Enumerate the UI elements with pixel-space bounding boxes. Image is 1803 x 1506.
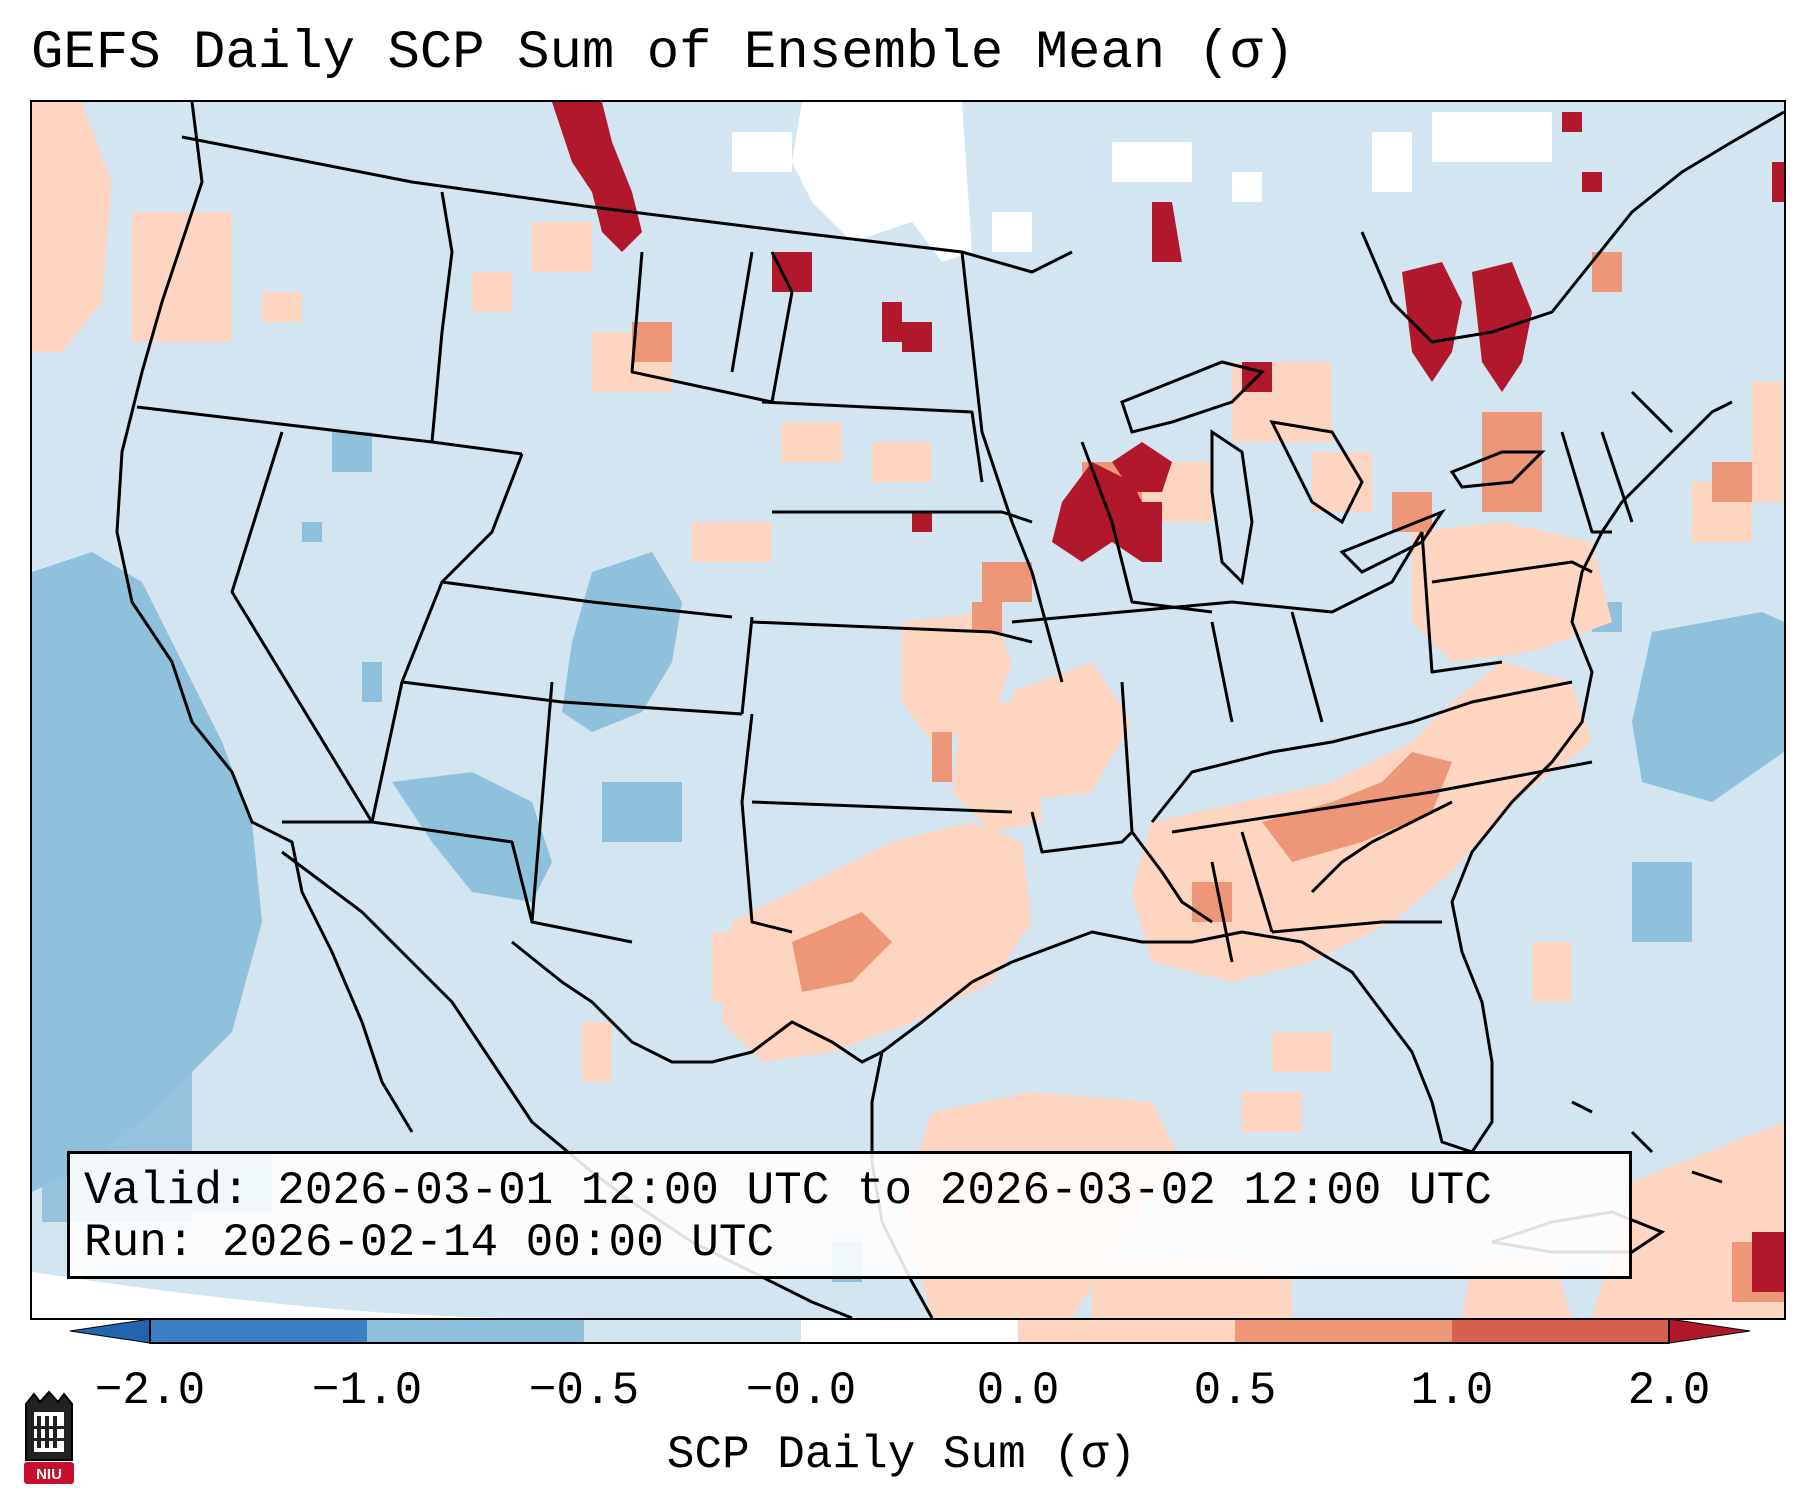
strong-positive-patches [552,102,1784,1292]
validity-info-box: Valid: 2026-03-01 12:00 UTC to 2026-03-0… [67,1151,1632,1279]
quebec-strong-positive [1402,262,1462,382]
lake-ontario [1449,450,1546,489]
projection-edge [32,1272,532,1318]
lake-superior [1120,360,1265,434]
lake-erie [1339,508,1446,574]
colorbar-bin [150,1319,367,1343]
alberta-strong-positive [552,102,642,252]
pacific-northwest-positive [32,102,112,352]
colorbar-bin [1452,1319,1669,1343]
scp-field-map [32,102,1784,1318]
niu-logo: NIU [24,1390,74,1484]
colorbar-tick-label: −2.0 [94,1365,206,1417]
pacific-coastline [115,102,414,1133]
colorbar-bin [1018,1319,1235,1343]
colorbar-tick-label: 1.0 [1410,1365,1494,1417]
northeast-border [1360,110,1784,344]
colorbar-tick-label: 2.0 [1627,1365,1711,1417]
lake-huron [1269,420,1364,525]
great-lakes [1120,360,1546,586]
us-canada-border [181,135,1073,274]
colorbar-extend-low [70,1318,151,1344]
svg-text:NIU: NIU [36,1466,62,1483]
colorbar-label: SCP Daily Sum (σ) [666,1429,1137,1481]
lake-michigan [1210,429,1254,586]
colorbar-bin [584,1319,801,1343]
pennsylvania-positive [1412,522,1612,662]
colorbar-extend-high [1668,1318,1750,1344]
near-zero-patches [732,102,1552,262]
colorado-negative-patch [562,552,682,732]
colorbar-tick-label: 0.5 [1193,1365,1277,1417]
colorbar [70,1318,1750,1344]
colorbar-tick-label: −0.0 [745,1365,857,1417]
colorbar-bin [801,1319,1018,1343]
atlantic-negative-patch [1632,612,1784,802]
map-title: GEFS Daily SCP Sum of Ensemble Mean (σ) [31,23,1295,84]
moderate-positive-patches [632,252,1784,1302]
us-mexico-border [511,940,883,1064]
positive-anomaly-patches [32,102,1784,1318]
colorbar-tick-label: −0.5 [528,1365,640,1417]
gulf-atlantic-coastline [881,400,1733,1154]
colorbar-tick-label: 0.0 [976,1365,1060,1417]
state-and-country-borders [115,102,1784,1318]
wisconsin-strong-positive [1052,462,1152,562]
colorbar-bin [1235,1319,1452,1343]
colorbar-bin [367,1319,584,1343]
valid-time-text: Valid: 2026-03-01 12:00 UTC to 2026-03-0… [84,1165,1492,1217]
run-time-text: Run: 2026-02-14 00:00 UTC [84,1217,775,1269]
map-panel [30,100,1786,1320]
colorbar-tick-label: −1.0 [311,1365,423,1417]
